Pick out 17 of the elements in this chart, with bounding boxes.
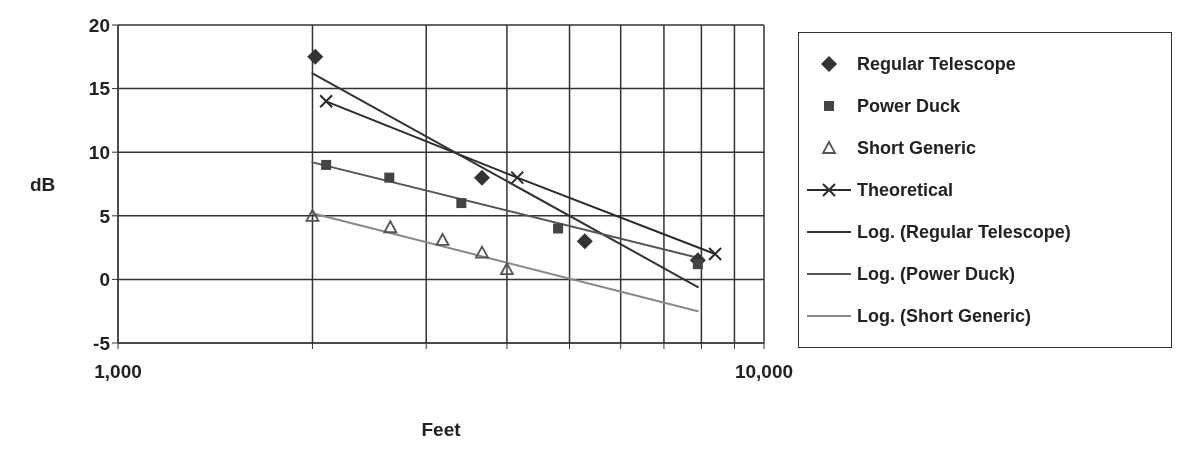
legend-label: Log. (Regular Telescope) bbox=[857, 221, 1071, 243]
legend-label: Log. (Short Generic) bbox=[857, 305, 1032, 327]
legend-label: Short Generic bbox=[857, 137, 977, 159]
y-tick-label: 20 bbox=[88, 14, 110, 36]
y-tick-label: 15 bbox=[88, 78, 111, 100]
x-tick-label: 1,000 bbox=[94, 361, 142, 383]
legend-label: Power Duck bbox=[857, 95, 961, 117]
y-tick-label: 5 bbox=[99, 205, 111, 227]
legend-label: Regular Telescope bbox=[857, 53, 1016, 75]
x-tick-label: 10,000 bbox=[734, 361, 794, 383]
y-tick-label: 0 bbox=[99, 269, 110, 291]
legend-label: Theoretical bbox=[857, 179, 954, 201]
x-axis-title: Feet bbox=[421, 419, 462, 440]
y-tick-label: 10 bbox=[88, 141, 110, 163]
y-tick-label: -5 bbox=[93, 332, 111, 354]
y-axis-title: dB bbox=[30, 173, 56, 195]
legend-label: Log. (Power Duck) bbox=[857, 263, 1016, 285]
